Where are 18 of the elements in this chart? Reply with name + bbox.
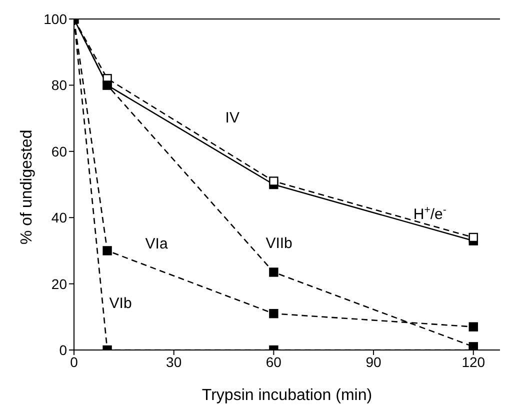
series-label: VIa [145, 236, 168, 253]
x-tick-label: 30 [166, 354, 182, 370]
series-label: VIb [109, 295, 132, 312]
y-tick-label: 80 [51, 77, 68, 94]
y-tick-label: 0 [59, 342, 68, 358]
x-axis-title: Trypsin incubation (min) [202, 387, 372, 404]
series-label: VIIb [266, 235, 292, 252]
y-tick-label: 60 [51, 143, 68, 160]
series-label: IV [225, 110, 240, 127]
series-label: H$^{+}$/e$^{-}$ [413, 204, 447, 223]
y-axis-title: % of undigested [18, 130, 36, 244]
x-tick-label: 60 [266, 354, 282, 370]
y-tick-label: 40 [51, 210, 68, 226]
y-tick-label: 20 [51, 276, 68, 292]
x-tick-label: 90 [366, 354, 382, 370]
y-tick-label: 100 [44, 10, 68, 27]
x-tick-label: 0 [70, 354, 78, 370]
x-tick-label: 120 [462, 354, 486, 370]
